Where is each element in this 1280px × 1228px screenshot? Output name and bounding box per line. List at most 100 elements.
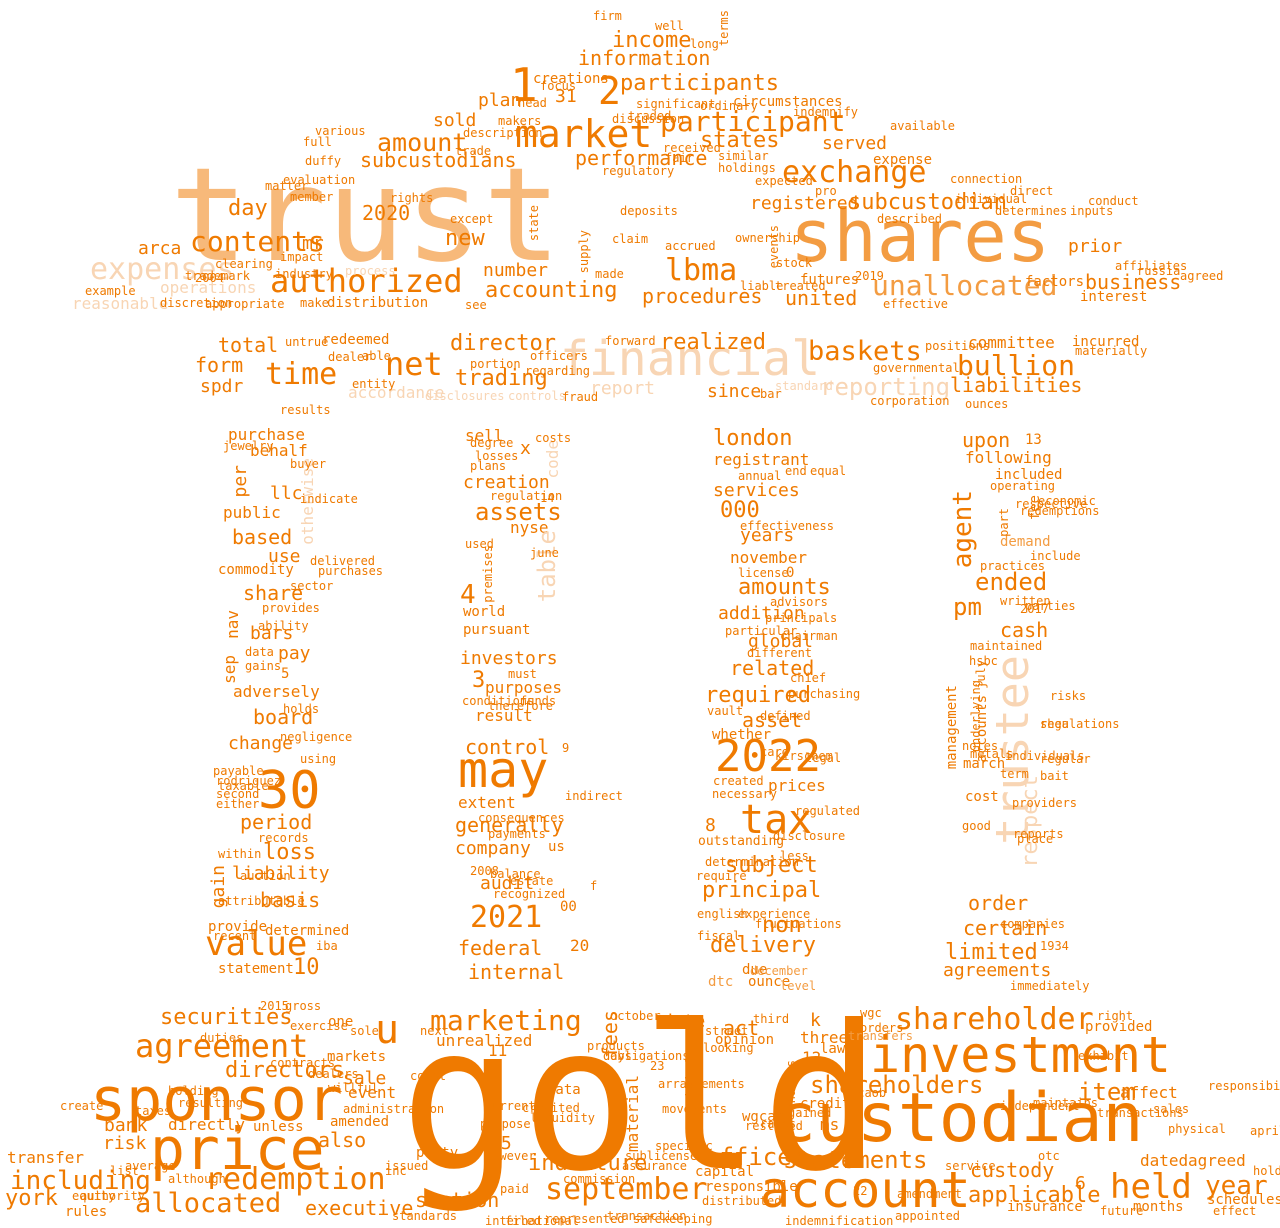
cloud-word: regular — [1040, 752, 1091, 766]
cloud-word: clearing — [215, 257, 273, 271]
cloud-word: assurance — [622, 1159, 688, 1173]
cloud-word: subcustodian — [848, 190, 1007, 215]
cloud-word: taxable — [218, 779, 269, 793]
cloud-word: securities — [160, 1005, 293, 1030]
cloud-word: included — [995, 467, 1063, 483]
cloud-word: untrue — [285, 335, 329, 349]
cloud-word: behalf — [250, 441, 308, 460]
cloud-word: pro — [815, 184, 837, 198]
cloud-word: one — [328, 1014, 354, 1030]
cloud-word: ordinary — [700, 99, 758, 113]
cloud-word: operations — [160, 278, 257, 297]
cloud-word: disclosure — [773, 829, 846, 843]
cloud-word: incurred — [1072, 334, 1140, 350]
cloud-word: market — [515, 112, 653, 156]
cloud-word: non — [762, 913, 802, 938]
cloud-word: 22 — [853, 1184, 868, 1198]
cloud-word: 7 — [483, 1083, 493, 1102]
cloud-word: license — [738, 566, 789, 580]
cloud-word: registered — [750, 193, 859, 214]
cloud-word: claim — [612, 232, 649, 246]
cloud-word: orders — [860, 1021, 904, 1035]
cloud-word: committee — [968, 333, 1055, 352]
cloud-word: changes — [784, 1060, 798, 1111]
cloud-word: custodian — [775, 1079, 1144, 1158]
cloud-word: u — [375, 1007, 400, 1053]
cloud-word: credited — [522, 1101, 580, 1115]
cloud-word: 00 — [560, 899, 577, 915]
cloud-word: records — [258, 831, 309, 845]
cloud-word: materially — [1075, 344, 1148, 358]
cloud-word: year — [1205, 1171, 1268, 1201]
cloud-word: months — [1133, 1199, 1184, 1215]
cloud-word: control — [465, 735, 550, 759]
cloud-word: discussion — [612, 112, 685, 126]
cloud-word: count — [410, 1069, 447, 1083]
cloud-word: 3 — [472, 668, 486, 693]
cloud-word: investors — [460, 648, 558, 669]
cloud-word: legal — [805, 751, 842, 765]
cloud-word: subject — [725, 853, 818, 878]
cloud-word: effectiveness — [740, 519, 834, 533]
cloud-word: defined — [760, 709, 811, 723]
cloud-word: 10 — [293, 955, 320, 980]
cloud-word: audit — [480, 873, 535, 894]
cloud-word: regulations — [1040, 717, 1120, 731]
cloud-word: received — [663, 141, 721, 155]
cloud-word: immediately — [1010, 979, 1090, 993]
cloud-word: recognized — [493, 887, 566, 901]
cloud-word: holding — [168, 1084, 219, 1098]
cloud-word: officers — [530, 349, 588, 363]
cloud-word: safekeeping — [633, 1212, 713, 1226]
cloud-word: addition — [718, 603, 805, 624]
cloud-word: assets — [475, 498, 562, 526]
cloud-word: include — [1030, 549, 1081, 563]
cloud-word: creations — [533, 71, 609, 87]
cloud-word: purchasing — [788, 687, 861, 701]
cloud-word: baskets — [808, 336, 922, 367]
cloud-word: level — [780, 979, 817, 993]
cloud-word: commodity — [218, 562, 294, 578]
cloud-word: particular — [725, 624, 798, 638]
cloud-word: expenses — [90, 252, 235, 287]
cloud-word: either — [216, 797, 260, 811]
cloud-word: willful — [328, 1081, 379, 1095]
cloud-word: sector — [290, 579, 334, 593]
cloud-word: 2 — [598, 69, 621, 113]
cloud-word: march — [963, 756, 1006, 772]
cloud-word: ended — [975, 568, 1048, 596]
cloud-word: future — [1100, 1204, 1144, 1218]
cloud-word: filed — [505, 1214, 542, 1228]
cloud-word: new — [445, 226, 485, 251]
cloud-word: liability — [232, 863, 330, 884]
cloud-word: connection — [950, 172, 1023, 186]
cloud-word: disclosures — [425, 389, 505, 403]
cloud-word: opinion — [715, 1032, 775, 1048]
cloud-word: sole — [350, 1024, 379, 1038]
cloud-word: liquidity — [530, 1111, 596, 1125]
cloud-word: applicable — [968, 1183, 1101, 1208]
cloud-word: trade — [455, 144, 492, 158]
cloud-word: indenture — [528, 1151, 648, 1176]
cloud-word: shea — [1040, 717, 1069, 731]
cloud-word: necessary — [712, 787, 778, 801]
cloud-word: chief — [790, 671, 827, 685]
cloud-word: december — [750, 964, 808, 978]
cloud-word: upon — [962, 428, 1011, 452]
cloud-word: authority — [80, 1189, 146, 1203]
cloud-word: total — [218, 333, 279, 357]
cloud-word: recent — [213, 929, 257, 943]
cloud-word: exhibit — [1078, 1049, 1129, 1063]
cloud-word: firm — [593, 9, 622, 23]
cloud-word: paid — [500, 1182, 529, 1196]
cloud-word: purpose — [480, 1117, 531, 1131]
cloud-word: 000 — [720, 498, 760, 523]
cloud-word: authorized — [270, 262, 463, 300]
cloud-word: affiliates — [1115, 259, 1188, 273]
cloud-word: 20 — [570, 936, 590, 955]
cloud-word: plans — [470, 459, 507, 473]
cloud-word: transaction — [607, 1209, 687, 1223]
cloud-word: create — [60, 1099, 104, 1113]
cloud-word: unrealized — [436, 1031, 533, 1050]
cloud-word: therefore — [488, 699, 554, 713]
